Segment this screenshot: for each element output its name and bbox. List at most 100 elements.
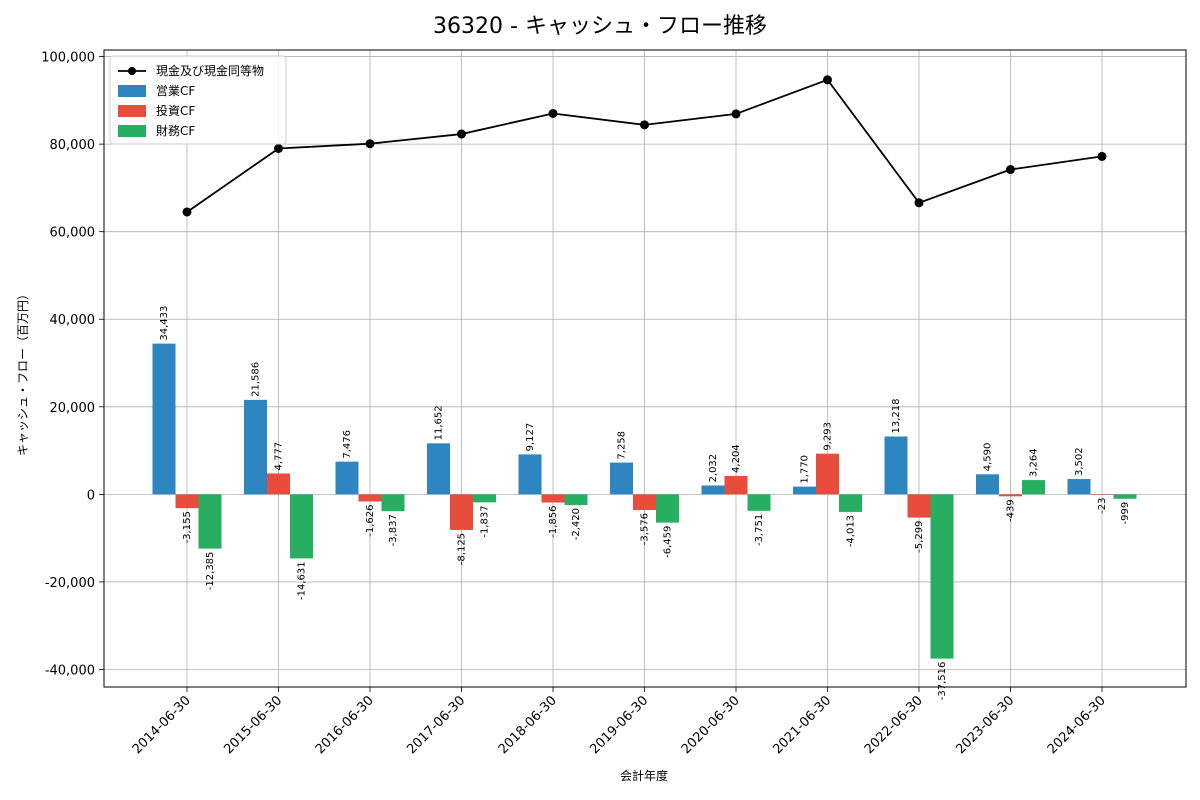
cash-point (182, 207, 192, 217)
bar-財務CF (656, 494, 679, 523)
bar-営業CF (1067, 479, 1091, 495)
grid-lines (104, 50, 1186, 687)
x-tick-label: 2024-06-30 (1045, 693, 1109, 757)
data-label: -2,420 (571, 508, 582, 540)
bar-投資CF (999, 494, 1022, 497)
data-label: 7,258 (617, 431, 628, 460)
bar-投資CF (175, 494, 199, 509)
bar-財務CF (290, 494, 313, 559)
y-tick-label: 40,000 (50, 313, 96, 328)
x-tick-label: 2017-06-30 (404, 693, 468, 757)
bar-財務CF (930, 494, 954, 659)
x-tick-label: 2015-06-30 (221, 693, 285, 757)
data-label: -1,626 (365, 504, 376, 536)
bar-営業CF (610, 462, 633, 495)
bar-営業CF (152, 343, 176, 495)
bar-投資CF (816, 453, 839, 495)
data-label: -999 (1120, 502, 1131, 525)
bar-財務CF (1022, 480, 1045, 495)
bar-営業CF (793, 486, 816, 495)
legend-label: 財務CF (156, 123, 195, 138)
data-label: 4,204 (731, 444, 742, 473)
legend-label: 現金及び現金同等物 (156, 63, 264, 78)
bar-財務CF (747, 494, 771, 511)
bar-財務CF (473, 494, 496, 503)
bar-財務CF (1113, 494, 1137, 499)
data-label: -6,459 (663, 526, 674, 558)
data-label: -439 (1006, 499, 1017, 522)
data-label: 21,586 (251, 362, 262, 397)
bar-投資CF (541, 494, 565, 503)
cash-point (457, 129, 466, 139)
bar-投資CF (907, 494, 931, 518)
cash-point (823, 75, 832, 85)
axes: -40,000 -20,000 0 20,000 40,000 60,000 80,000 1… (41, 49, 1187, 757)
bar-営業CF (335, 461, 359, 495)
cash-point (274, 144, 283, 154)
data-label: 4,590 (983, 443, 994, 472)
bar-営業CF (701, 485, 725, 495)
legend-bar-swatch (118, 85, 146, 97)
bar-投資CF (633, 494, 656, 511)
data-label: -4,013 (846, 515, 857, 547)
data-label: -1,837 (480, 505, 491, 537)
cash-point (640, 120, 649, 130)
legend-label: 営業CF (156, 84, 195, 98)
data-label: 13,218 (891, 398, 902, 433)
y-tick-label: 100,000 (41, 51, 95, 66)
x-tick-label: 2023-06-30 (953, 693, 1017, 757)
data-label: 3,502 (1074, 447, 1085, 476)
data-label: -8,125 (457, 533, 468, 565)
data-label: 7,476 (342, 430, 353, 459)
data-label: -3,155 (182, 511, 193, 543)
bar-投資CF (450, 494, 473, 530)
cash-point (731, 109, 741, 119)
cash-point (914, 198, 924, 208)
y-tick-label: -20,000 (45, 576, 95, 591)
cash-point (1097, 151, 1107, 161)
y-tick-label: -40,000 (45, 663, 95, 678)
data-label: 1,770 (800, 455, 811, 484)
bar-投資CF (1090, 494, 1114, 495)
data-label: 2,032 (708, 454, 719, 483)
bar-series (152, 343, 1137, 659)
y-tick-label: 0 (87, 488, 95, 503)
bar-営業CF (884, 436, 908, 495)
bar-営業CF (976, 474, 999, 495)
bar-財務CF (381, 494, 405, 512)
data-label: -3,751 (754, 514, 765, 546)
data-label: 34,433 (159, 306, 170, 341)
data-label: 9,127 (525, 423, 536, 452)
bar-投資CF (358, 494, 382, 502)
data-label: 11,652 (434, 405, 445, 440)
cash-line-series (182, 75, 1107, 217)
y-tick-label: 80,000 (50, 138, 96, 153)
legend-label: 投資CF (156, 103, 195, 118)
x-tick-label: 2016-06-30 (313, 693, 377, 757)
legend-bar-swatch (118, 105, 146, 117)
data-label: -14,631 (297, 561, 308, 600)
plot-frame (103, 49, 1187, 688)
bar-営業CF (518, 454, 542, 495)
y-axis-label: キャッシュ・フロー（百万円） (16, 288, 30, 456)
data-label: -3,576 (640, 513, 651, 545)
y-tick-label: 60,000 (50, 226, 96, 241)
data-label: -1,856 (548, 505, 559, 537)
bar-財務CF (839, 494, 862, 512)
bar-営業CF (244, 399, 267, 495)
x-tick-label: 2014-06-30 (130, 693, 194, 757)
y-tick-label: 20,000 (50, 401, 96, 416)
x-tick-label: 2022-06-30 (862, 693, 926, 757)
cash-point (548, 108, 558, 118)
x-axis-label: 会計年度 (620, 768, 668, 783)
data-label: 3,264 (1029, 448, 1040, 477)
data-label: 4,777 (274, 442, 285, 471)
bar-投資CF (267, 473, 290, 495)
x-tick-label: 2021-06-30 (770, 693, 834, 757)
data-label: -23 (1097, 497, 1108, 513)
data-labels: 34,433 21,586 7,476 11,652 9,127 7,258 2,032 1,… (159, 306, 1131, 701)
data-label: -37,516 (937, 662, 948, 701)
